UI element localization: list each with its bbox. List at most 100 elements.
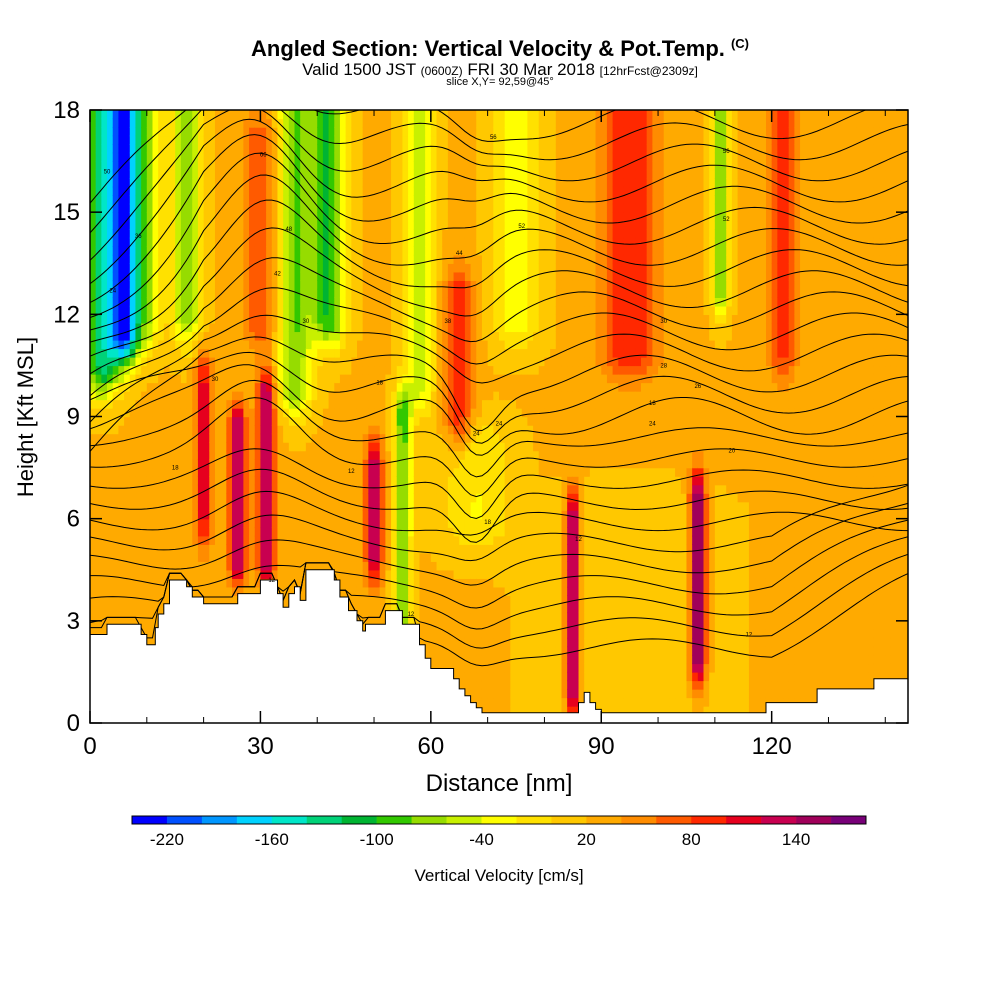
velocity-cell (339, 339, 347, 350)
velocity-cell (192, 382, 199, 392)
velocity-cell (396, 348, 404, 358)
velocity-cell (334, 365, 341, 375)
velocity-cell (175, 263, 182, 273)
velocity-cell (328, 442, 335, 452)
velocity-cell (260, 407, 267, 418)
velocity-cell (180, 203, 188, 213)
velocity-cell (95, 297, 103, 307)
velocity-cell (288, 110, 296, 120)
velocity-cell (112, 484, 120, 494)
velocity-cell (430, 510, 438, 520)
velocity-cell (203, 212, 210, 222)
velocity-cell (476, 629, 483, 639)
velocity-cell (243, 476, 250, 486)
velocity-cell (476, 544, 483, 554)
velocity-cell (158, 501, 165, 511)
velocity-cell (476, 305, 483, 316)
velocity-cell (391, 442, 398, 452)
velocity-cell (368, 390, 375, 401)
velocity-cell (237, 450, 245, 460)
velocity-cell (379, 229, 387, 239)
velocity-cell (379, 271, 387, 281)
velocity-cell (220, 237, 228, 247)
velocity-cell (436, 271, 443, 281)
velocity-cell (345, 237, 353, 247)
velocity-cell (413, 407, 421, 418)
velocity-cell (243, 373, 250, 384)
velocity-cell (436, 586, 443, 596)
velocity-cell (186, 433, 193, 443)
velocity-cell (311, 544, 318, 554)
velocity-cell (368, 348, 375, 358)
velocity-cell (419, 552, 426, 562)
velocity-cell (209, 433, 216, 443)
velocity-cell (453, 127, 460, 137)
velocity-cell (232, 467, 239, 477)
velocity-cell (362, 501, 370, 511)
velocity-cell (141, 467, 148, 477)
velocity-cell (203, 484, 210, 494)
velocity-cell (470, 425, 477, 435)
velocity-cell (305, 212, 313, 222)
velocity-cell (425, 629, 432, 639)
velocity-cell (175, 229, 182, 239)
velocity-cell (305, 535, 313, 545)
velocity-cell (95, 544, 103, 554)
velocity-cell (447, 220, 455, 230)
velocity-cell (124, 127, 131, 137)
velocity-cell (288, 195, 296, 205)
velocity-cell (266, 305, 273, 316)
velocity-cell (186, 578, 193, 588)
velocity-cell (118, 390, 125, 401)
velocity-cell (305, 484, 313, 494)
velocity-cell (186, 459, 193, 469)
velocity-cell (146, 620, 154, 631)
velocity-cell (368, 561, 375, 571)
velocity-cell (118, 450, 125, 460)
velocity-cell (459, 365, 466, 375)
velocity-cell (464, 586, 472, 596)
velocity-cell (197, 518, 205, 528)
velocity-cell (220, 331, 228, 341)
velocity-cell (220, 288, 228, 298)
velocity-cell (300, 305, 307, 316)
velocity-cell (464, 280, 472, 290)
velocity-cell (118, 348, 125, 358)
velocity-cell (107, 561, 114, 571)
velocity-cell (220, 510, 228, 520)
velocity-cell (226, 305, 233, 316)
velocity-cell (322, 501, 330, 511)
velocity-cell (430, 603, 438, 614)
velocity-cell (237, 280, 245, 290)
velocity-cell (107, 569, 114, 579)
velocity-cell (232, 425, 239, 435)
velocity-cell (271, 544, 279, 554)
velocity-cell (311, 135, 318, 145)
velocity-cell (470, 493, 477, 503)
velocity-cell (135, 527, 142, 537)
velocity-cell (396, 237, 404, 247)
velocity-cell (112, 433, 120, 443)
velocity-cell (419, 450, 426, 460)
velocity-cell (271, 442, 279, 452)
velocity-cell (374, 416, 381, 426)
velocity-cell (101, 569, 108, 579)
velocity-cell (356, 561, 364, 571)
velocity-cell (118, 305, 125, 316)
velocity-cell (283, 510, 290, 520)
velocity-cell (152, 578, 159, 588)
velocity-cell (107, 135, 114, 145)
velocity-cell (146, 169, 154, 179)
velocity-cell (402, 348, 409, 358)
velocity-cell (436, 280, 443, 290)
velocity-cell (237, 399, 245, 409)
velocity-cell (436, 544, 443, 554)
velocity-cell (220, 254, 228, 264)
velocity-cell (118, 161, 125, 171)
velocity-cell (464, 476, 472, 486)
velocity-cell (459, 297, 466, 307)
velocity-cell (141, 305, 148, 316)
velocity-cell (300, 561, 307, 571)
velocity-cell (169, 178, 176, 188)
velocity-cell (328, 561, 335, 571)
